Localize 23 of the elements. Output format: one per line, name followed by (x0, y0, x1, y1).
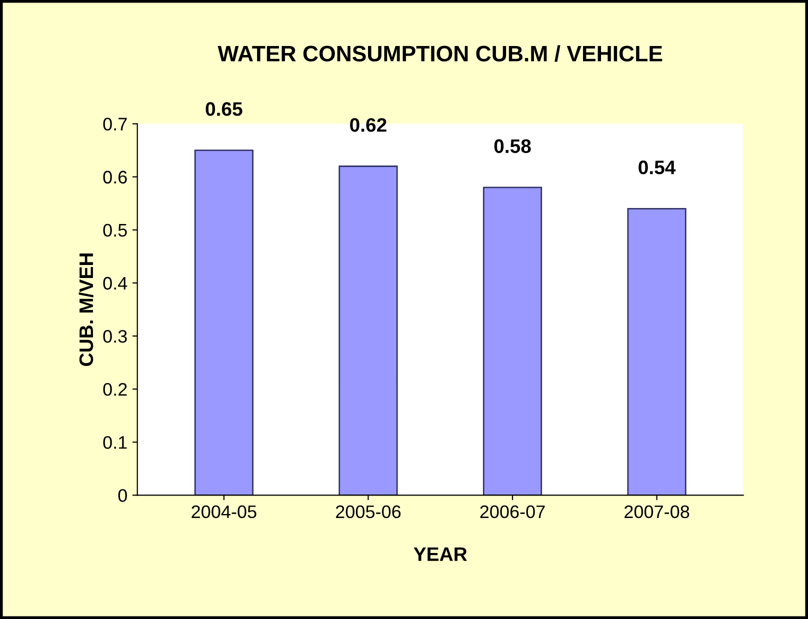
y-tick-label: 0.5 (103, 224, 127, 237)
y-tick-label: 0.3 (103, 330, 127, 343)
y-axis-title: CUB. M/VEH (78, 254, 94, 366)
bar (482, 186, 542, 496)
x-tick-label: 2006-07 (480, 505, 545, 518)
x-axis-title: YEAR (414, 547, 467, 561)
x-tick-label: 2007-08 (624, 505, 690, 518)
data-label: 0.58 (494, 139, 531, 154)
y-tick-label: 0 (118, 489, 127, 502)
x-tick-label: 2005-06 (336, 505, 401, 518)
data-label: 0.62 (350, 118, 386, 132)
y-tick-label: 0.2 (103, 383, 127, 396)
y-tick-label: 0.1 (103, 436, 127, 449)
x-tick-label: 2004-05 (192, 505, 256, 518)
bar (627, 208, 686, 496)
y-tick-label: 0.7 (103, 118, 127, 131)
data-label: 0.65 (206, 102, 242, 116)
data-label: 0.54 (638, 160, 676, 174)
bar (338, 166, 398, 496)
y-tick-label: 0.4 (103, 276, 128, 290)
y-tick-label: 0.6 (103, 170, 127, 184)
chart-title: WATER CONSUMPTION CUB.M / VEHICLE (218, 45, 662, 62)
bar (194, 150, 254, 496)
